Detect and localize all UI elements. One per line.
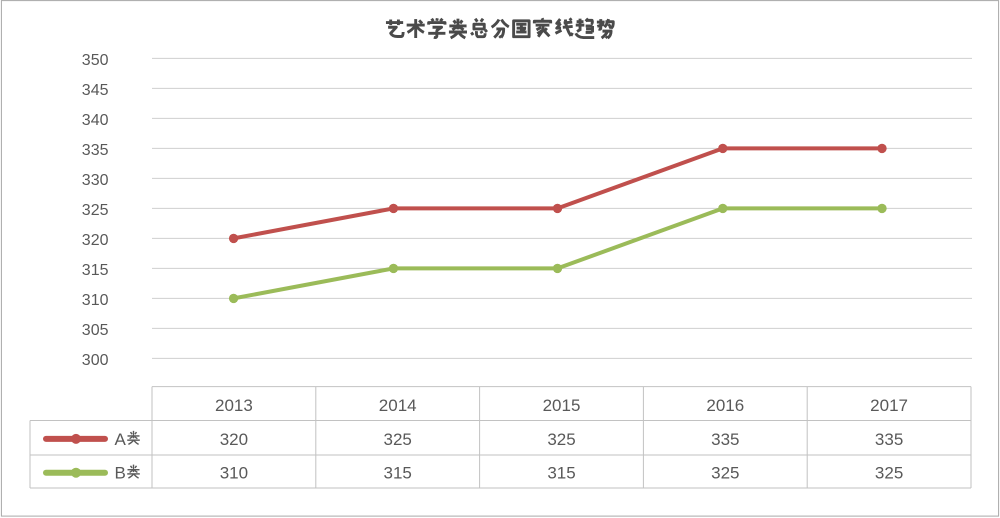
svg-text:325: 325 — [875, 464, 903, 483]
svg-text:2016: 2016 — [706, 396, 744, 415]
svg-text:300: 300 — [82, 352, 109, 369]
svg-text:335: 335 — [711, 430, 739, 449]
svg-text:335: 335 — [82, 142, 109, 159]
svg-text:2014: 2014 — [379, 396, 417, 415]
svg-text:320: 320 — [82, 232, 109, 249]
svg-text:2015: 2015 — [543, 396, 581, 415]
svg-text:B: B — [115, 464, 126, 483]
svg-text:305: 305 — [82, 322, 109, 339]
svg-text:325: 325 — [711, 464, 739, 483]
svg-text:340: 340 — [82, 112, 109, 129]
svg-text:310: 310 — [82, 292, 109, 309]
svg-text:315: 315 — [82, 262, 109, 279]
svg-text:310: 310 — [220, 464, 248, 483]
svg-text:A: A — [115, 430, 127, 449]
svg-text:315: 315 — [384, 464, 412, 483]
svg-text:320: 320 — [220, 430, 248, 449]
svg-text:325: 325 — [547, 430, 575, 449]
svg-text:315: 315 — [547, 464, 575, 483]
svg-text:325: 325 — [82, 202, 109, 219]
svg-text:325: 325 — [384, 430, 412, 449]
svg-text:345: 345 — [82, 82, 109, 99]
svg-text:2017: 2017 — [870, 396, 908, 415]
svg-text:2013: 2013 — [215, 396, 253, 415]
svg-text:335: 335 — [875, 430, 903, 449]
svg-text:350: 350 — [82, 52, 109, 69]
svg-text:330: 330 — [82, 172, 109, 189]
